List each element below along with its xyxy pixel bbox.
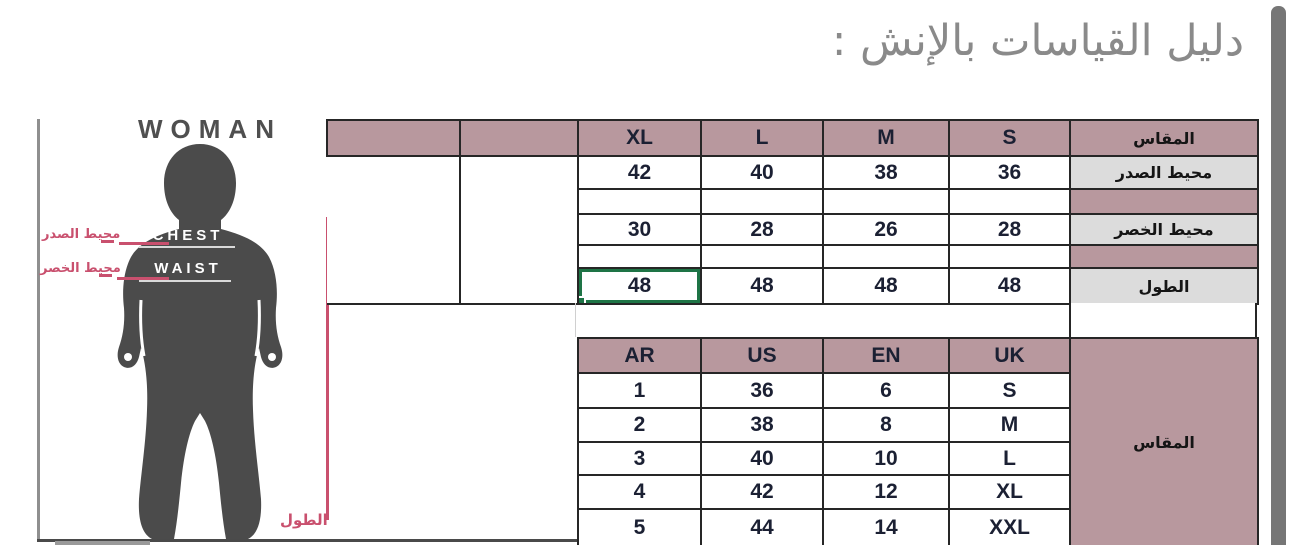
value-cell (577, 188, 702, 215)
chest-annotation: محيط الصدر (42, 227, 121, 242)
header-cell-empty-a (326, 119, 461, 157)
size-measurements-table: XL L M S المقاس 42 40 38 36 محيط الصدر 3… (326, 119, 1259, 305)
length-annotation: الطول (280, 511, 328, 529)
figure-left-border (37, 119, 40, 542)
value-cell (948, 188, 1071, 215)
row-label-empty (1069, 188, 1259, 215)
value-cell: 36 (700, 372, 824, 409)
value-cell: 36 (948, 155, 1071, 190)
header-cell-xl: XL (577, 119, 702, 157)
value-cell: 6 (822, 372, 950, 409)
table-row (327, 188, 1259, 215)
value-cell: 38 (822, 155, 950, 190)
table-header-row: XL L M S المقاس (326, 119, 1259, 157)
value-cell: 48 (700, 267, 824, 305)
value-cell: L (948, 441, 1071, 476)
value-cell: 10 (822, 441, 950, 476)
table-row: 42 40 38 36 محيط الصدر (327, 155, 1259, 305)
header-cell-l: L (700, 119, 824, 157)
row-label-chest: محيط الصدر (1069, 155, 1259, 190)
length-measure-line (326, 217, 329, 520)
value-cell: 42 (700, 474, 824, 510)
value-cell: 26 (822, 213, 950, 246)
table-row (327, 244, 1259, 269)
table-header-row: AR US EN UK المقاس (577, 337, 1259, 545)
value-cell: 40 (700, 441, 824, 476)
value-cell: M (948, 407, 1071, 443)
chest-annotation-dash (101, 240, 114, 243)
chest-body-label: CHEST (152, 227, 224, 244)
value-cell: S (948, 372, 1071, 409)
value-cell: 8 (822, 407, 950, 443)
value-cell: 28 (948, 213, 1071, 246)
chest-annotation-line (119, 242, 169, 245)
value-cell: 3 (577, 441, 702, 476)
size-conversion-table: AR US EN UK المقاس 1 36 6 S 2 38 8 M 3 4… (577, 337, 1259, 545)
waist-annotation: محيط الخصر (40, 261, 121, 276)
header-cell-us: US (700, 337, 824, 374)
value-cell (700, 244, 824, 269)
header-cell-ar: AR (577, 337, 702, 374)
value-cell: 2 (577, 407, 702, 443)
value-cell: 40 (700, 155, 824, 190)
figure-bottom-shadow (55, 541, 150, 545)
header-cell-s: S (948, 119, 1071, 157)
value-cell (822, 244, 950, 269)
value-cell: 44 (700, 508, 824, 545)
value-cell: 5 (577, 508, 702, 545)
page-title: دليل القياسات بالإنش : (831, 16, 1244, 66)
header-cell-empty-b (459, 119, 579, 157)
header-cell-m: M (822, 119, 950, 157)
selected-cell-value: 48 (627, 274, 652, 297)
waist-body-label: WAIST (154, 260, 222, 277)
header-cell-en: EN (822, 337, 950, 374)
waist-annotation-line (117, 277, 169, 280)
figure-bottom-border (37, 539, 577, 542)
value-cell: 48 (948, 267, 1071, 305)
table-row: 4 42 12 XL (577, 474, 1258, 510)
table-row: 48 48 48 48 الطول (327, 267, 1259, 305)
gridline-remnant (575, 303, 576, 337)
value-cell: 48 (822, 267, 950, 305)
woman-silhouette-image (117, 144, 283, 539)
row-label-empty (1069, 244, 1259, 269)
value-cell: XL (948, 474, 1071, 510)
value-cell (577, 244, 702, 269)
chest-underline (139, 246, 235, 248)
value-cell: 42 (577, 155, 702, 190)
value-cell: 1 (577, 372, 702, 409)
value-cell: 12 (822, 474, 950, 510)
table-row: 3 40 10 L (577, 441, 1258, 476)
value-cell (948, 244, 1071, 269)
waist-underline (139, 280, 231, 282)
scrollbar-thumb[interactable] (1271, 6, 1286, 545)
value-cell (700, 188, 824, 215)
merged-size-label-cell: المقاس (1069, 337, 1259, 545)
value-cell: 38 (700, 407, 824, 443)
table-row: 1 36 6 S (577, 372, 1258, 409)
empty-merged-cell-b (459, 155, 579, 305)
value-cell: 4 (577, 474, 702, 510)
label-column-connector (1069, 303, 1257, 339)
value-cell: 30 (577, 213, 702, 246)
value-cell: 14 (822, 508, 950, 545)
value-cell (822, 188, 950, 215)
fill-handle[interactable] (580, 296, 586, 302)
waist-annotation-dash (99, 274, 112, 277)
row-label-length: الطول (1069, 267, 1259, 305)
table-row: 2 38 8 M (577, 407, 1258, 443)
header-cell-size: المقاس (1069, 119, 1259, 157)
row-label-waist: محيط الخصر (1069, 213, 1259, 246)
woman-heading: WOMAN (138, 114, 282, 144)
selected-cell[interactable]: 48 (577, 267, 702, 305)
value-cell: XXL (948, 508, 1071, 545)
table-row: 30 28 26 28 محيط الخصر (327, 213, 1259, 246)
empty-merged-cell-a (327, 155, 461, 305)
value-cell: 28 (700, 213, 824, 246)
header-cell-uk: UK (948, 337, 1071, 374)
